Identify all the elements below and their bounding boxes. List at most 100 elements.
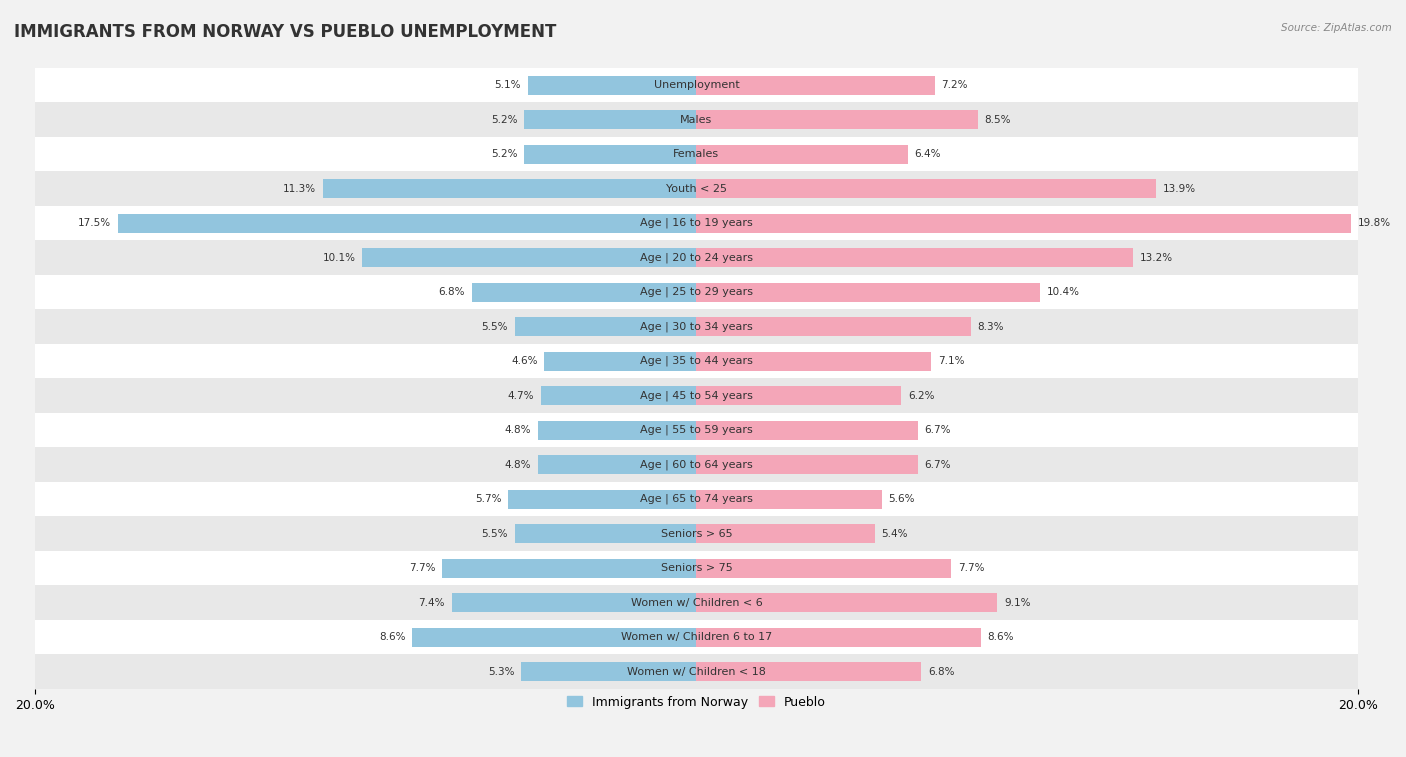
Bar <box>696 662 921 681</box>
Text: 13.2%: 13.2% <box>1140 253 1173 263</box>
Bar <box>696 559 950 578</box>
Text: Unemployment: Unemployment <box>654 80 740 90</box>
Bar <box>524 145 696 164</box>
Text: Age | 65 to 74 years: Age | 65 to 74 years <box>640 494 752 504</box>
Text: IMMIGRANTS FROM NORWAY VS PUEBLO UNEMPLOYMENT: IMMIGRANTS FROM NORWAY VS PUEBLO UNEMPLO… <box>14 23 557 41</box>
Text: 10.1%: 10.1% <box>323 253 356 263</box>
Text: Age | 20 to 24 years: Age | 20 to 24 years <box>640 252 752 263</box>
Text: 5.6%: 5.6% <box>889 494 915 504</box>
Bar <box>118 213 696 232</box>
Text: Youth < 25: Youth < 25 <box>666 184 727 194</box>
Text: 7.7%: 7.7% <box>409 563 434 573</box>
Text: 13.9%: 13.9% <box>1163 184 1197 194</box>
Text: 5.5%: 5.5% <box>481 322 508 332</box>
Bar <box>696 455 918 474</box>
Bar <box>696 248 1133 267</box>
Bar <box>524 111 696 129</box>
Text: Seniors > 65: Seniors > 65 <box>661 528 733 539</box>
Bar <box>35 413 1358 447</box>
Text: Males: Males <box>681 115 713 125</box>
Text: 17.5%: 17.5% <box>77 218 111 228</box>
Text: Women w/ Children < 6: Women w/ Children < 6 <box>630 597 762 608</box>
Bar <box>35 482 1358 516</box>
Bar <box>696 179 1156 198</box>
Text: 4.8%: 4.8% <box>505 425 531 435</box>
Text: 11.3%: 11.3% <box>283 184 316 194</box>
Bar <box>35 585 1358 620</box>
Bar <box>35 68 1358 102</box>
Text: 6.8%: 6.8% <box>928 667 955 677</box>
Bar <box>35 654 1358 689</box>
Text: 7.2%: 7.2% <box>941 80 967 90</box>
Text: 19.8%: 19.8% <box>1358 218 1391 228</box>
Text: 6.2%: 6.2% <box>908 391 935 400</box>
Text: Source: ZipAtlas.com: Source: ZipAtlas.com <box>1281 23 1392 33</box>
Text: Age | 25 to 29 years: Age | 25 to 29 years <box>640 287 752 298</box>
Text: 4.8%: 4.8% <box>505 459 531 469</box>
Bar <box>696 490 882 509</box>
Bar <box>515 524 696 543</box>
Text: 9.1%: 9.1% <box>1004 597 1031 608</box>
Text: 7.1%: 7.1% <box>938 356 965 366</box>
Text: Age | 35 to 44 years: Age | 35 to 44 years <box>640 356 752 366</box>
Bar <box>696 282 1040 302</box>
Text: 8.6%: 8.6% <box>987 632 1014 642</box>
Text: Women w/ Children < 18: Women w/ Children < 18 <box>627 667 766 677</box>
Bar <box>696 213 1351 232</box>
Bar <box>35 172 1358 206</box>
Bar <box>451 593 696 612</box>
Bar <box>471 282 696 302</box>
Text: 5.4%: 5.4% <box>882 528 908 539</box>
Bar <box>441 559 696 578</box>
Bar <box>515 317 696 336</box>
Text: 5.2%: 5.2% <box>491 149 517 159</box>
Bar <box>35 102 1358 137</box>
Text: 6.4%: 6.4% <box>915 149 941 159</box>
Text: 5.7%: 5.7% <box>475 494 502 504</box>
Bar <box>544 352 696 371</box>
Text: Women w/ Children 6 to 17: Women w/ Children 6 to 17 <box>621 632 772 642</box>
Bar <box>696 386 901 405</box>
Bar <box>35 378 1358 413</box>
Text: Age | 55 to 59 years: Age | 55 to 59 years <box>640 425 752 435</box>
Text: 5.2%: 5.2% <box>491 115 517 125</box>
Bar <box>527 76 696 95</box>
Text: 10.4%: 10.4% <box>1047 287 1080 298</box>
Bar <box>508 490 696 509</box>
Bar <box>35 137 1358 172</box>
Bar <box>363 248 696 267</box>
Text: 6.8%: 6.8% <box>439 287 465 298</box>
Bar <box>696 593 997 612</box>
Bar <box>35 344 1358 378</box>
Text: 4.6%: 4.6% <box>512 356 537 366</box>
Bar <box>322 179 696 198</box>
Bar <box>35 447 1358 482</box>
Bar <box>696 524 875 543</box>
Text: 8.5%: 8.5% <box>984 115 1011 125</box>
Text: 8.3%: 8.3% <box>977 322 1004 332</box>
Text: 7.4%: 7.4% <box>419 597 446 608</box>
Text: 5.5%: 5.5% <box>481 528 508 539</box>
Bar <box>35 620 1358 654</box>
Bar <box>522 662 696 681</box>
Text: Age | 60 to 64 years: Age | 60 to 64 years <box>640 459 752 470</box>
Bar <box>696 76 935 95</box>
Bar <box>537 421 696 440</box>
Legend: Immigrants from Norway, Pueblo: Immigrants from Norway, Pueblo <box>562 690 831 714</box>
Bar <box>537 455 696 474</box>
Text: Females: Females <box>673 149 720 159</box>
Bar <box>696 111 977 129</box>
Bar <box>696 317 972 336</box>
Bar <box>35 275 1358 310</box>
Text: Seniors > 75: Seniors > 75 <box>661 563 733 573</box>
Text: 6.7%: 6.7% <box>925 425 950 435</box>
Text: 5.3%: 5.3% <box>488 667 515 677</box>
Bar <box>696 628 981 646</box>
Bar <box>35 310 1358 344</box>
Bar <box>412 628 696 646</box>
Bar <box>696 145 908 164</box>
Bar <box>35 516 1358 551</box>
Bar <box>35 206 1358 241</box>
Text: 5.1%: 5.1% <box>495 80 522 90</box>
Bar <box>35 551 1358 585</box>
